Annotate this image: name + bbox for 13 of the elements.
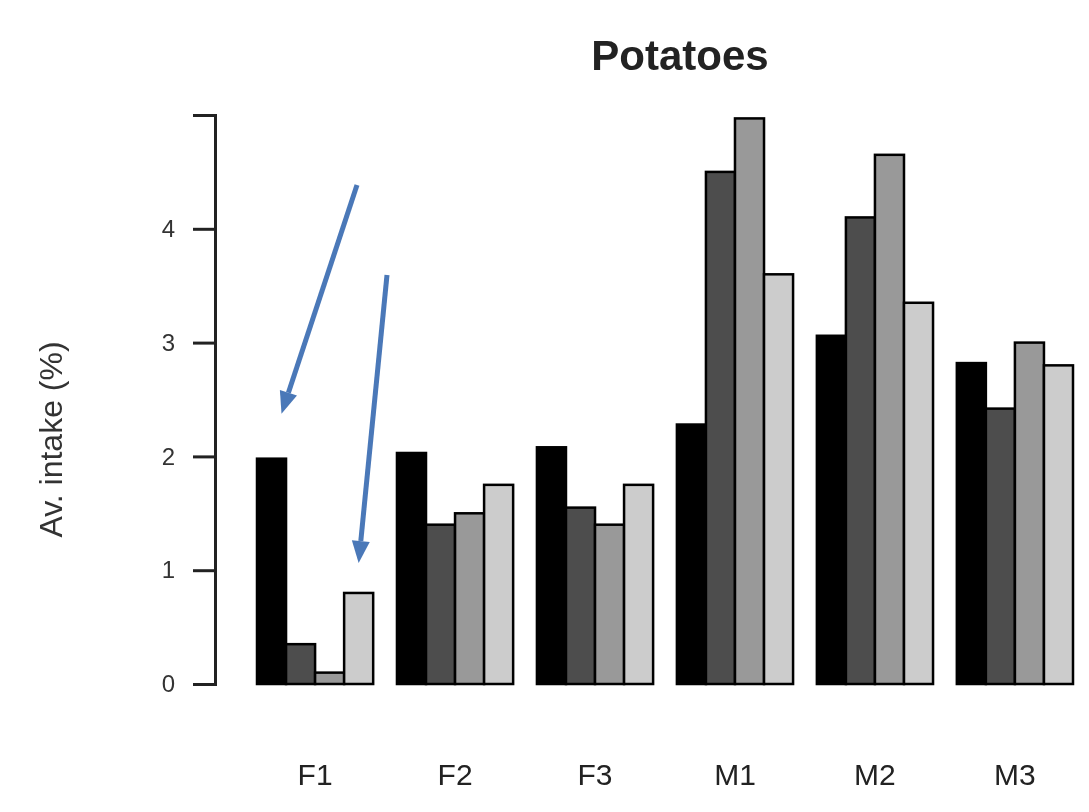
x-tick-label: F2	[437, 758, 473, 792]
y-tick-label: 1	[161, 556, 175, 584]
chart-title: Potatoes	[591, 32, 769, 79]
x-tick-label: F3	[577, 758, 613, 792]
y-axis-title: Av. intake (%)	[33, 341, 69, 538]
y-tick-label: 2	[161, 442, 175, 470]
x-tick-label: M3	[994, 758, 1036, 792]
x-tick-label: M2	[854, 758, 896, 792]
x-tick-label: M1	[714, 758, 756, 792]
x-tick-label: F1	[297, 758, 333, 792]
y-tick-label: 0	[161, 670, 175, 698]
y-tick-label: 4	[161, 214, 175, 242]
y-tick-label: 3	[161, 328, 175, 356]
